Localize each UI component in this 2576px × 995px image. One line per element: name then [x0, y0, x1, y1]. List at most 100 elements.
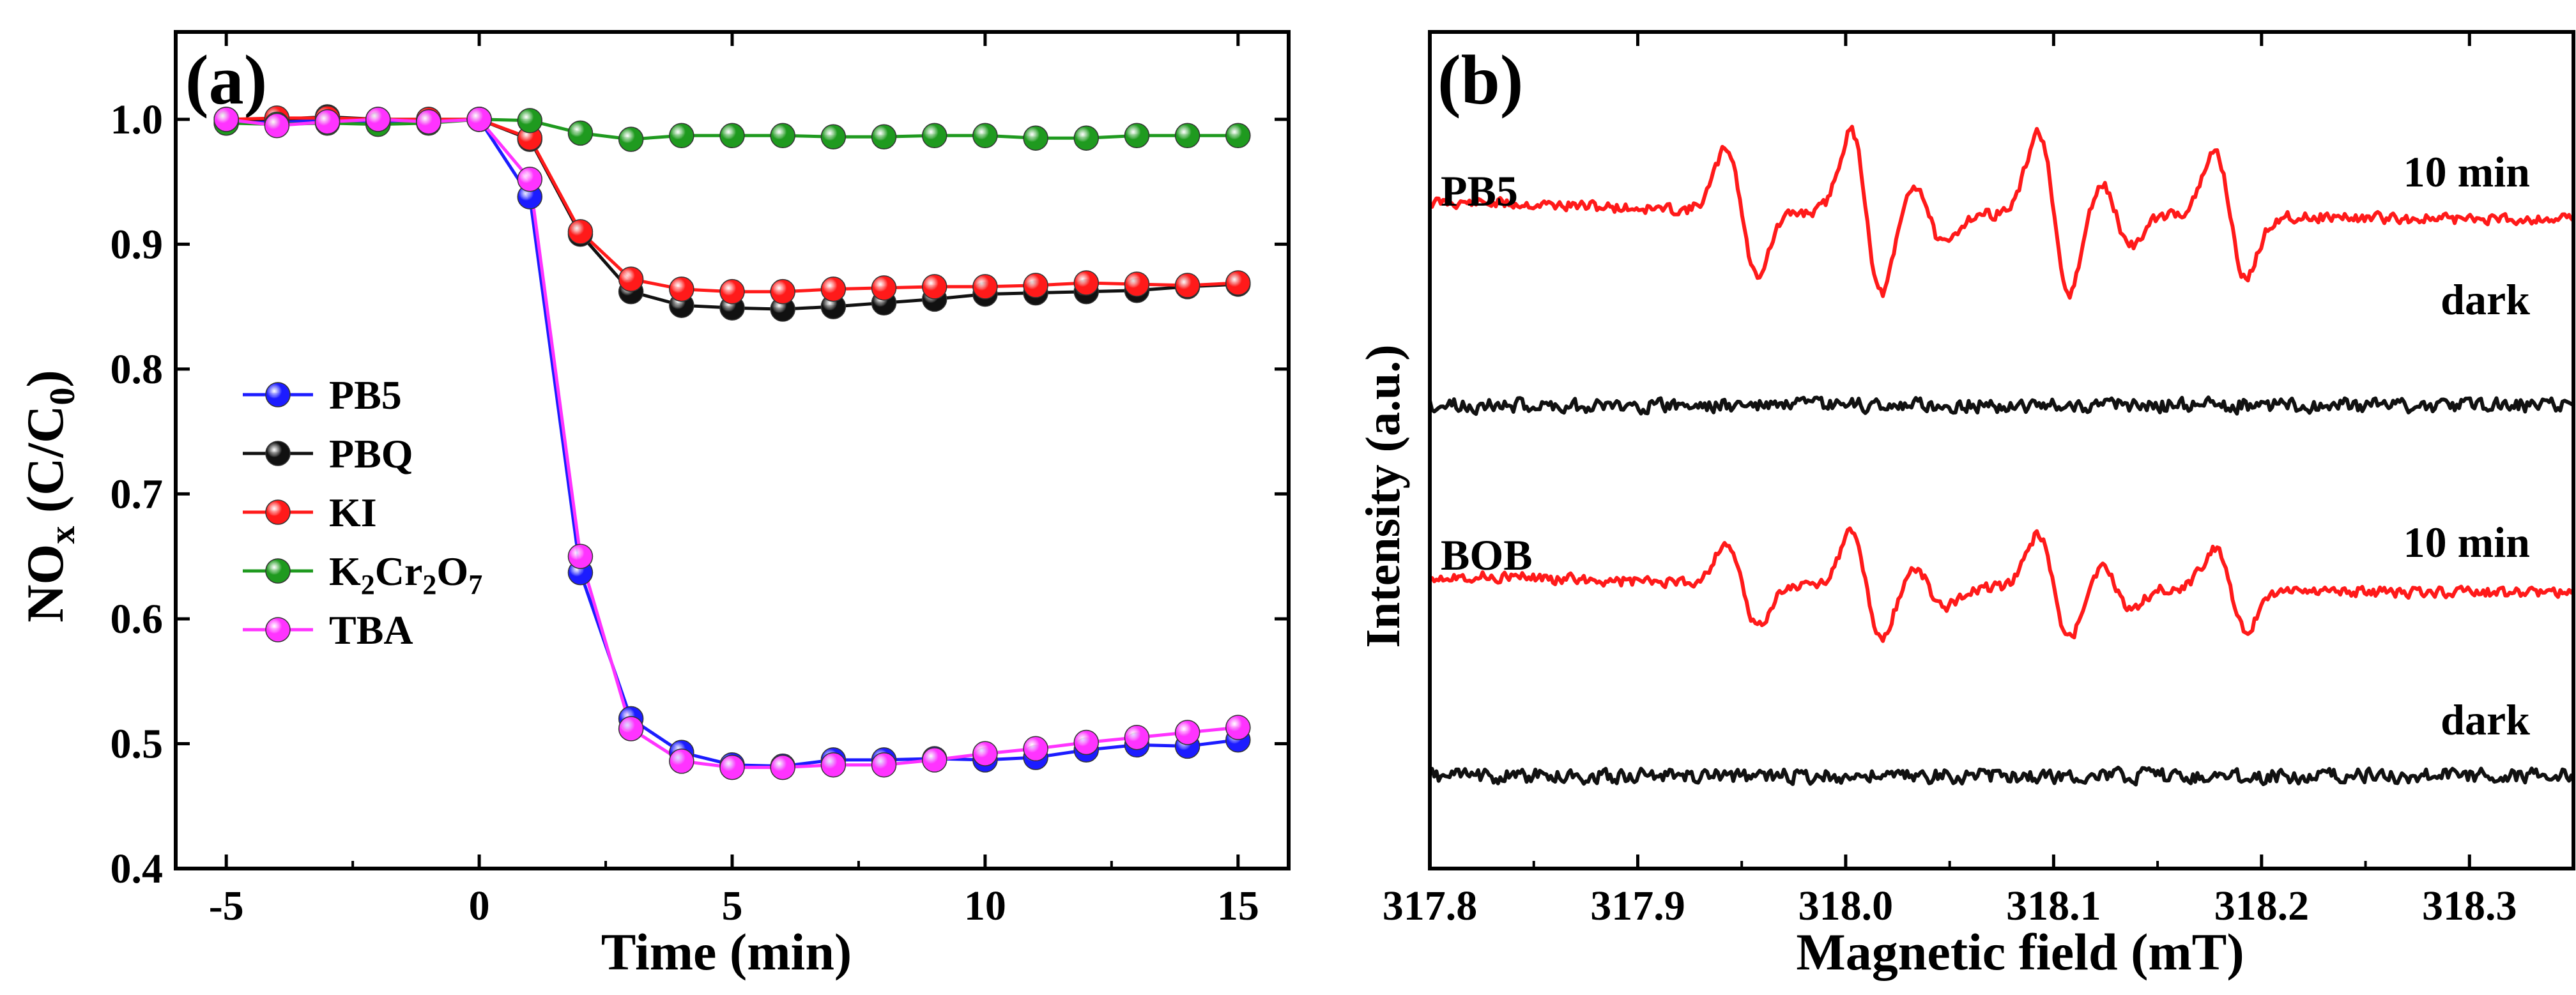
data-point-tba [1023, 736, 1048, 762]
data-point-k2cr2o7 [972, 123, 998, 149]
data-point-tba [1073, 729, 1100, 756]
data-point-k2cr2o7 [1174, 123, 1200, 149]
data-point-tba [1225, 715, 1251, 740]
data-point-ki [719, 278, 745, 305]
data-point-k2cr2o7 [1073, 125, 1100, 151]
epr-trace-pb5-10min [1428, 125, 2575, 300]
legend-label-pbq: PBQ [329, 431, 413, 476]
panel-a-y-tick-label: 0.8 [111, 346, 164, 393]
panel-b-x-axis-title: Magnetic field (mT) [1796, 923, 2244, 981]
data-point-ki [1124, 271, 1150, 297]
data-point-ki [1023, 273, 1048, 298]
epr-trace-pb5-dark [1428, 395, 2575, 416]
legend-label-tba: TBA [329, 607, 413, 653]
data-point-ki [820, 277, 847, 302]
data-point-k2cr2o7 [871, 124, 897, 149]
panel-a-series-points [213, 104, 1251, 780]
panel-b-x-tick-label: 317.9 [1590, 883, 1685, 929]
data-point-tba [213, 107, 239, 132]
data-point-ki [618, 266, 644, 292]
panel-a-label: (a) [185, 41, 267, 119]
legend-marker-pbq [265, 441, 291, 466]
epr-trace-bob-dark [1428, 765, 2575, 787]
data-point-tba [264, 112, 290, 139]
panel-a-y-axis-title: NOx (C/C0) [16, 370, 82, 622]
data-point-ki [669, 277, 694, 302]
panel-b-x-tick-label: 318.0 [1798, 883, 1894, 929]
data-point-ki [770, 278, 795, 305]
panel-b-x-tick-label: 317.8 [1383, 883, 1478, 929]
panel-a-plot-frame [174, 30, 1291, 870]
data-point-tba [1174, 720, 1200, 745]
panel-a-x-tick-label: -5 [209, 883, 244, 929]
legend-marker-pb5 [265, 382, 291, 407]
panel-b-label: (b) [1438, 41, 1523, 119]
data-point-tba [466, 107, 492, 132]
data-point-k2cr2o7 [1225, 123, 1251, 149]
panel-a-x-tick-label: 15 [1217, 883, 1259, 929]
data-point-tba [719, 754, 745, 780]
data-point-tba [770, 754, 795, 780]
data-point-tba [618, 716, 644, 741]
data-point-ki [1225, 270, 1251, 296]
data-point-k2cr2o7 [719, 123, 745, 149]
legend-label-ki: KI [329, 490, 377, 535]
trace-label-bob-dark: dark [2441, 695, 2530, 744]
data-point-k2cr2o7 [1023, 125, 1048, 151]
panel-b-plot-frame [1428, 30, 2575, 870]
panel-a-y-tick-label: 0.4 [111, 846, 164, 892]
panel-a-y-tick-label: 0.7 [111, 471, 164, 517]
panel-b-ticks: 317.8 317.9 318.0 318.1 318.2 318.3 [1383, 32, 2575, 929]
data-point-tba [972, 741, 998, 766]
data-point-k2cr2o7 [618, 126, 644, 152]
data-point-ki [1174, 273, 1200, 298]
panel-b-chart: (b) Intensity (a.u.) Magnetic field (mT)… [1356, 30, 2575, 981]
data-point-k2cr2o7 [517, 108, 543, 133]
panel-a-legend: PB5 PBQ KI K2Cr2O7 TBA [243, 372, 482, 653]
panel-a-chart: (a) NOx (C/C0) Time (min) -5 0 5 10 15 0.4 0.5… [16, 30, 1291, 981]
trace-label-bob: BOB [1441, 531, 1533, 579]
legend-marker-tba [265, 617, 291, 642]
legend-label-k2cr2o7: K2Cr2O7 [329, 549, 482, 600]
panel-a-x-tick-label: 0 [469, 883, 490, 929]
legend-marker-k2cr2o7 [265, 558, 291, 584]
epr-trace-bob-10min [1429, 526, 2575, 643]
data-point-ki [921, 274, 947, 300]
panel-b-y-axis-title: Intensity (a.u.) [1356, 344, 1410, 648]
data-point-k2cr2o7 [567, 120, 594, 146]
data-point-k2cr2o7 [921, 123, 947, 149]
panel-b-x-tick-label: 318.2 [2214, 883, 2310, 929]
data-point-ki [871, 275, 897, 301]
data-point-k2cr2o7 [820, 124, 847, 149]
data-point-tba [921, 747, 947, 773]
data-point-k2cr2o7 [1124, 123, 1150, 149]
data-point-ki [972, 274, 998, 300]
panel-a-y-tick-label: 0.9 [111, 221, 164, 268]
panel-a-ticks: -5 0 5 10 15 0.4 0.5 0.6 0.7 0.8 0.9 1.0 [111, 32, 1289, 929]
data-point-k2cr2o7 [770, 123, 795, 149]
trace-label-pb5-10min: 10 min [2404, 148, 2530, 196]
data-point-tba [365, 107, 391, 132]
data-point-tba [416, 109, 441, 135]
panel-a-x-tick-label: 5 [722, 883, 743, 929]
data-point-k2cr2o7 [669, 123, 694, 149]
panel-a-y-tick-label: 0.6 [111, 596, 164, 642]
data-point-tba [820, 752, 847, 778]
trace-label-pb5: PB5 [1441, 167, 1518, 215]
data-point-tba [314, 109, 341, 135]
panel-b-x-tick-label: 318.3 [2422, 883, 2517, 929]
panel-a-y-tick-label: 1.0 [111, 96, 164, 143]
panel-b-epr-traces [1428, 125, 2575, 787]
data-point-tba [1124, 724, 1150, 750]
data-point-tba [871, 752, 897, 778]
panel-b-x-tick-label: 318.1 [2006, 883, 2101, 929]
trace-label-pb5-dark: dark [2441, 275, 2530, 324]
legend-marker-ki [265, 499, 291, 525]
legend-label-pb5: PB5 [329, 372, 402, 418]
panel-a-x-tick-label: 10 [964, 883, 1006, 929]
panel-a-y-tick-label: 0.5 [111, 720, 164, 767]
panel-a-x-axis-title: Time (min) [601, 923, 852, 981]
data-point-tba [517, 166, 543, 192]
data-point-ki [1073, 270, 1100, 296]
